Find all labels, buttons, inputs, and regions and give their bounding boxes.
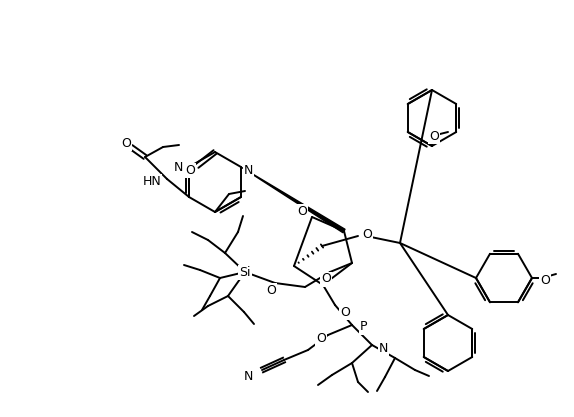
Text: O: O [362, 228, 372, 241]
Text: Si: Si [239, 266, 251, 279]
Text: O: O [429, 130, 439, 143]
Text: O: O [185, 163, 195, 176]
Text: O: O [297, 204, 307, 218]
Text: O: O [316, 332, 326, 346]
Text: N: N [244, 163, 253, 176]
Text: N: N [243, 369, 253, 382]
Polygon shape [241, 167, 345, 233]
Text: HN: HN [142, 174, 161, 188]
Text: O: O [340, 306, 350, 319]
Text: O: O [540, 274, 550, 286]
Text: N: N [379, 342, 389, 354]
Text: P: P [360, 321, 367, 334]
Text: O: O [321, 272, 331, 286]
Text: N: N [174, 161, 183, 173]
Text: O: O [121, 136, 131, 150]
Text: O: O [266, 284, 276, 296]
